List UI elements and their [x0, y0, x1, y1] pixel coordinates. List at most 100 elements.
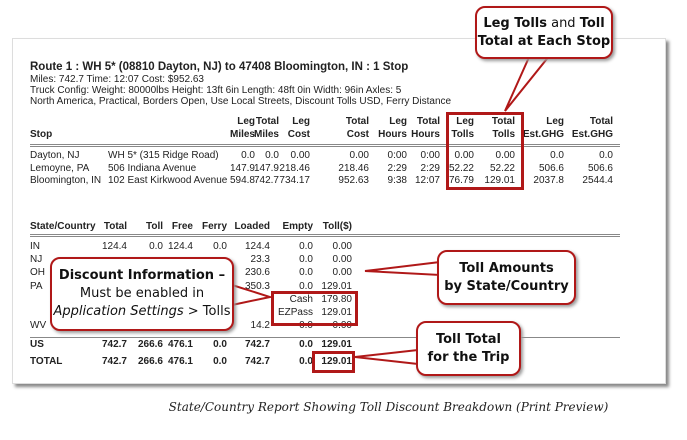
- total-row-cell: 0.0: [299, 356, 313, 367]
- stops-header: Tolls: [492, 129, 515, 140]
- stops-cell: 52.22: [489, 162, 515, 174]
- states-row-cell: 0.0: [299, 254, 313, 266]
- stops-cell: 742.7: [253, 175, 279, 186]
- states-row-cell: 129.01: [321, 280, 352, 292]
- stops-header: Cost: [346, 129, 369, 140]
- states-row-cell: 0.0: [299, 280, 313, 292]
- stops-header: Leg: [546, 116, 564, 127]
- stops-cell: 218.46: [338, 162, 369, 174]
- route-title: Route 1 : WH 5* (08810 Dayton, NJ) to 47…: [30, 61, 409, 73]
- stops-cell: 147.9: [229, 162, 255, 174]
- stops-cell: 2:29: [420, 162, 440, 174]
- total-row-cell: 742.7: [101, 356, 127, 367]
- callout-discount: Discount Information – Must be enabled in…: [50, 257, 234, 331]
- states-row-cell: 0.0: [299, 267, 313, 279]
- stops-cell: 76.79: [448, 175, 474, 186]
- stops-cell: 129.01: [484, 175, 515, 186]
- trip-total-highlight: [312, 351, 355, 373]
- figure-caption: State/Country Report Showing Toll Discou…: [168, 400, 609, 414]
- us-row-cell: 476.1: [167, 339, 193, 350]
- stops-cell: 2544.4: [582, 175, 613, 186]
- us-row-cell: 742.7: [244, 339, 270, 350]
- total-row-cell: 742.7: [244, 356, 270, 367]
- states-row-cell: 230.6: [244, 267, 270, 279]
- stops-cell: Bloomington, IN: [30, 175, 102, 186]
- stops-cell: 0.00: [290, 150, 310, 161]
- route-summary: Miles: 742.7 Time: 12:07 Cost: $952.63: [30, 74, 204, 85]
- stops-cell: 0.0: [241, 150, 255, 161]
- stops-cell: 0:00: [387, 150, 407, 161]
- totals-divider: [30, 337, 620, 338]
- states-row-cell: 124.4: [167, 241, 193, 252]
- states-row-cell: WV: [30, 320, 47, 332]
- stops-cell: 0.0: [550, 150, 564, 161]
- states-row-cell: OH: [30, 267, 45, 279]
- states-row-cell: NJ: [30, 254, 43, 266]
- states-row-cell: 179.80: [321, 293, 352, 305]
- total-row-cell: 476.1: [167, 356, 193, 367]
- states-divider: [30, 234, 620, 237]
- stops-cell: 12:07: [414, 175, 440, 186]
- stops-header: Cost: [287, 129, 310, 140]
- states-header: Toll($): [322, 221, 352, 232]
- states-header: Toll: [145, 221, 163, 232]
- callout-text: Leg Tolls: [483, 15, 547, 31]
- us-row-cell: US: [30, 339, 44, 350]
- states-row-cell: 14.2: [250, 320, 270, 332]
- stops-cell: 0.00: [495, 150, 515, 161]
- stops-header: Hours: [378, 129, 407, 140]
- stops-header: Est.GHG: [571, 129, 613, 140]
- callout-toll-total: Toll Total for the Trip: [416, 321, 521, 376]
- states-row-cell: 0.00: [332, 241, 352, 252]
- stops-header: Leg: [389, 116, 407, 127]
- stops-header: Miles: [253, 129, 279, 140]
- truck-config: Truck Config: Weight: 80000lbs Height: 1…: [30, 85, 402, 96]
- header-divider: [30, 144, 620, 147]
- stops-header: Hours: [411, 129, 440, 140]
- stops-header: Total: [345, 116, 369, 127]
- callout-text: > Tolls: [183, 304, 231, 319]
- us-row-cell: 742.7: [101, 339, 127, 350]
- stops-header: Leg: [456, 116, 474, 127]
- callout-text: Toll Amounts: [459, 260, 554, 276]
- stops-cell: 0.00: [454, 150, 474, 161]
- stops-cell: 594.8: [229, 175, 255, 186]
- toll-columns-highlight: [446, 112, 524, 190]
- stops-cell: WH 5* (315 Ridge Road): [108, 150, 219, 161]
- us-row-cell: 129.01: [321, 339, 352, 350]
- total-row-cell: TOTAL: [30, 356, 63, 367]
- states-row-cell: 0.00: [332, 254, 352, 266]
- stops-cell: 0.0: [599, 150, 613, 161]
- states-header: Loaded: [234, 221, 270, 232]
- stops-header: Total: [416, 116, 440, 127]
- stops-cell: Dayton, NJ: [30, 150, 80, 161]
- stops-header: Miles: [229, 129, 255, 140]
- states-row-cell: PA: [30, 280, 43, 292]
- states-row-cell: 124.4: [244, 241, 270, 252]
- states-row-cell: 23.3: [250, 254, 270, 266]
- callout-toll-amounts: Toll Amounts by State/Country: [437, 250, 576, 305]
- stops-header: Est.GHG: [522, 129, 564, 140]
- callout-text: Toll Total: [435, 331, 502, 347]
- us-row-cell: 266.6: [137, 339, 163, 350]
- states-row-cell: 0.0: [299, 241, 313, 252]
- stops-header: Leg: [292, 116, 310, 127]
- total-row-cell: 129.01: [321, 356, 352, 367]
- states-row-cell: 0.0: [149, 241, 163, 252]
- stops-cell: 952.63: [338, 175, 369, 186]
- stops-cell: 506.6: [587, 162, 613, 174]
- states-row-cell: 124.4: [101, 241, 127, 252]
- discount-highlight: [271, 291, 358, 326]
- stops-header: Total: [491, 116, 515, 127]
- callout-text: by State/Country: [444, 278, 569, 294]
- stops-cell: 506 Indiana Avenue: [108, 162, 197, 174]
- total-row-cell: 0.0: [213, 356, 227, 367]
- stops-cell: 506.6: [538, 162, 564, 174]
- stops-header: Leg: [237, 116, 255, 127]
- states-header: State/Country: [30, 221, 96, 232]
- stops-header: Total: [589, 116, 613, 127]
- states-header: Free: [171, 221, 193, 232]
- states-row-cell: Cash: [289, 293, 313, 305]
- states-header: Ferry: [201, 221, 227, 232]
